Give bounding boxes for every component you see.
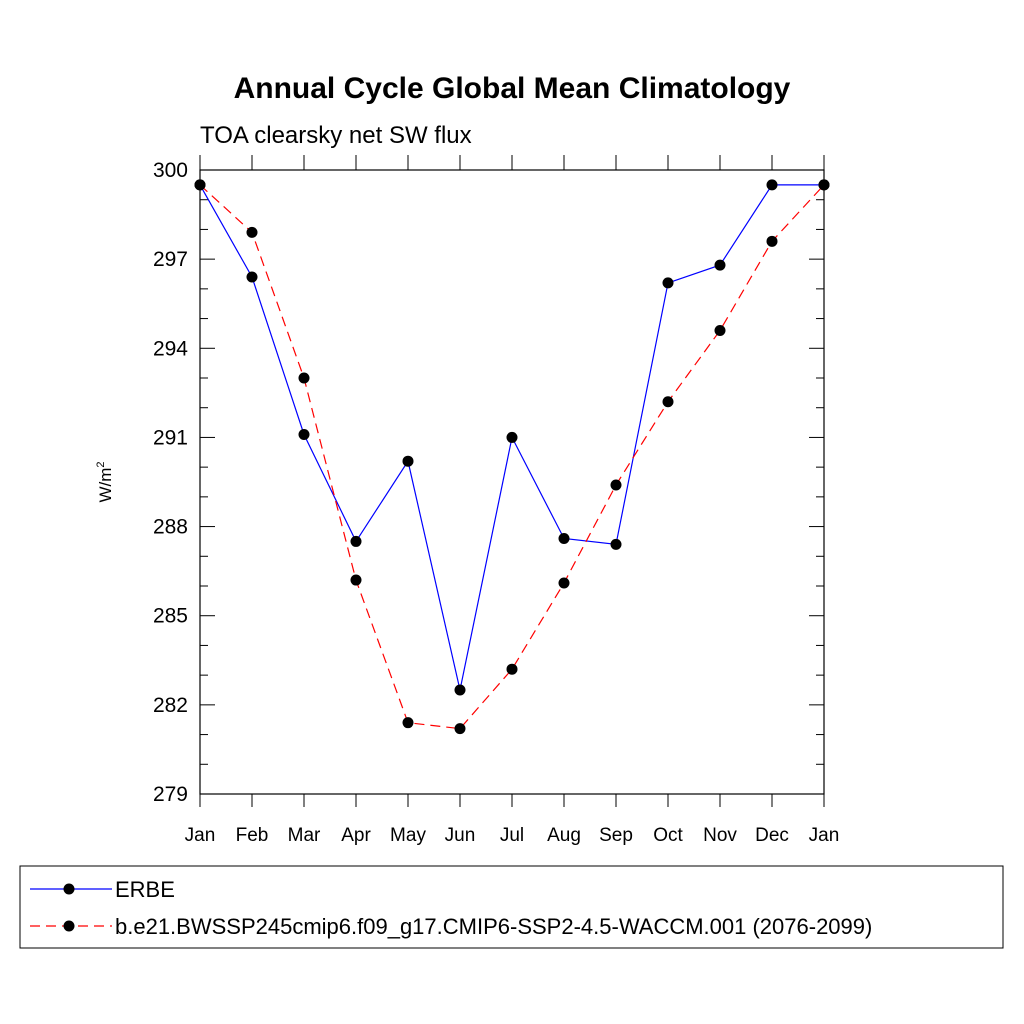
data-point-waccm [818,179,830,191]
x-tick-label: Mar [288,825,321,846]
x-tick-label: Oct [653,825,683,846]
y-tick-label: 297 [153,248,188,271]
data-point-waccm [714,324,726,336]
data-point-erbe [662,277,674,289]
x-tick-label: Feb [236,825,269,846]
data-point-waccm [662,396,674,408]
y-tick-label: 288 [153,516,188,539]
data-point-waccm [402,717,414,729]
legend-marker-waccm [63,920,75,932]
legend-marker-erbe [63,883,75,895]
x-tick-label: Jul [500,825,524,846]
x-axis: Jan Feb Mar Apr May Jun Jul Aug Sep Oct Nov Dec Jan [185,155,840,846]
data-point-waccm [558,577,570,589]
legend-label-erbe: ERBE [115,877,175,902]
data-point-erbe [506,431,518,443]
data-point-erbe [246,271,258,283]
data-point-waccm [298,372,310,384]
x-tick-label: Dec [755,825,789,846]
x-tick-label: Aug [547,825,581,846]
data-point-erbe [558,532,570,544]
legend-box [19,865,1004,949]
chart-title: Annual Cycle Global Mean Climatology [234,72,791,105]
x-tick-label: Jun [445,825,476,846]
y-tick-label: 282 [153,694,188,717]
data-point-waccm [350,574,362,586]
legend-label-waccm: b.e21.BWSSP245cmip6.f09_g17.CMIP6-SSP2-4… [115,914,872,939]
y-tick-label: 291 [153,426,188,449]
minor-ticks [200,199,824,765]
x-tick-label: Sep [599,825,633,846]
data-point-erbe [350,535,362,547]
y-tick-label: 285 [153,605,188,628]
data-point-erbe [454,684,466,696]
data-point-waccm [506,663,518,675]
x-tick-label: Apr [341,825,371,846]
data-point-erbe [766,179,778,191]
data-point-waccm [766,235,778,247]
data-point-waccm [454,723,466,735]
data-point-waccm [246,226,258,238]
data-point-erbe [610,538,622,550]
data-point-erbe [298,428,310,440]
y-tick-label: 294 [153,337,188,360]
data-point-erbe [714,259,726,271]
series-line-waccm [199,184,825,730]
y-tick-label: 300 [153,159,188,182]
x-tick-label: Nov [703,825,737,846]
y-tick-label: 279 [153,783,188,806]
x-tick-label: Jan [809,825,840,846]
data-point-waccm [610,479,622,491]
y-axis-label-superscript: 2 [95,461,107,467]
data-point-erbe [402,455,414,467]
x-tick-label: May [390,825,426,846]
chart-subtitle: TOA clearsky net SW flux [200,122,472,149]
x-tick-label: Jan [185,825,216,846]
series-layer [194,179,830,735]
plot-frame [199,169,825,795]
y-axis-label: W/m2 [95,461,115,502]
data-point-waccm [194,179,206,191]
y-axis: 300 297 294 291 288 285 282 279 [153,159,824,806]
